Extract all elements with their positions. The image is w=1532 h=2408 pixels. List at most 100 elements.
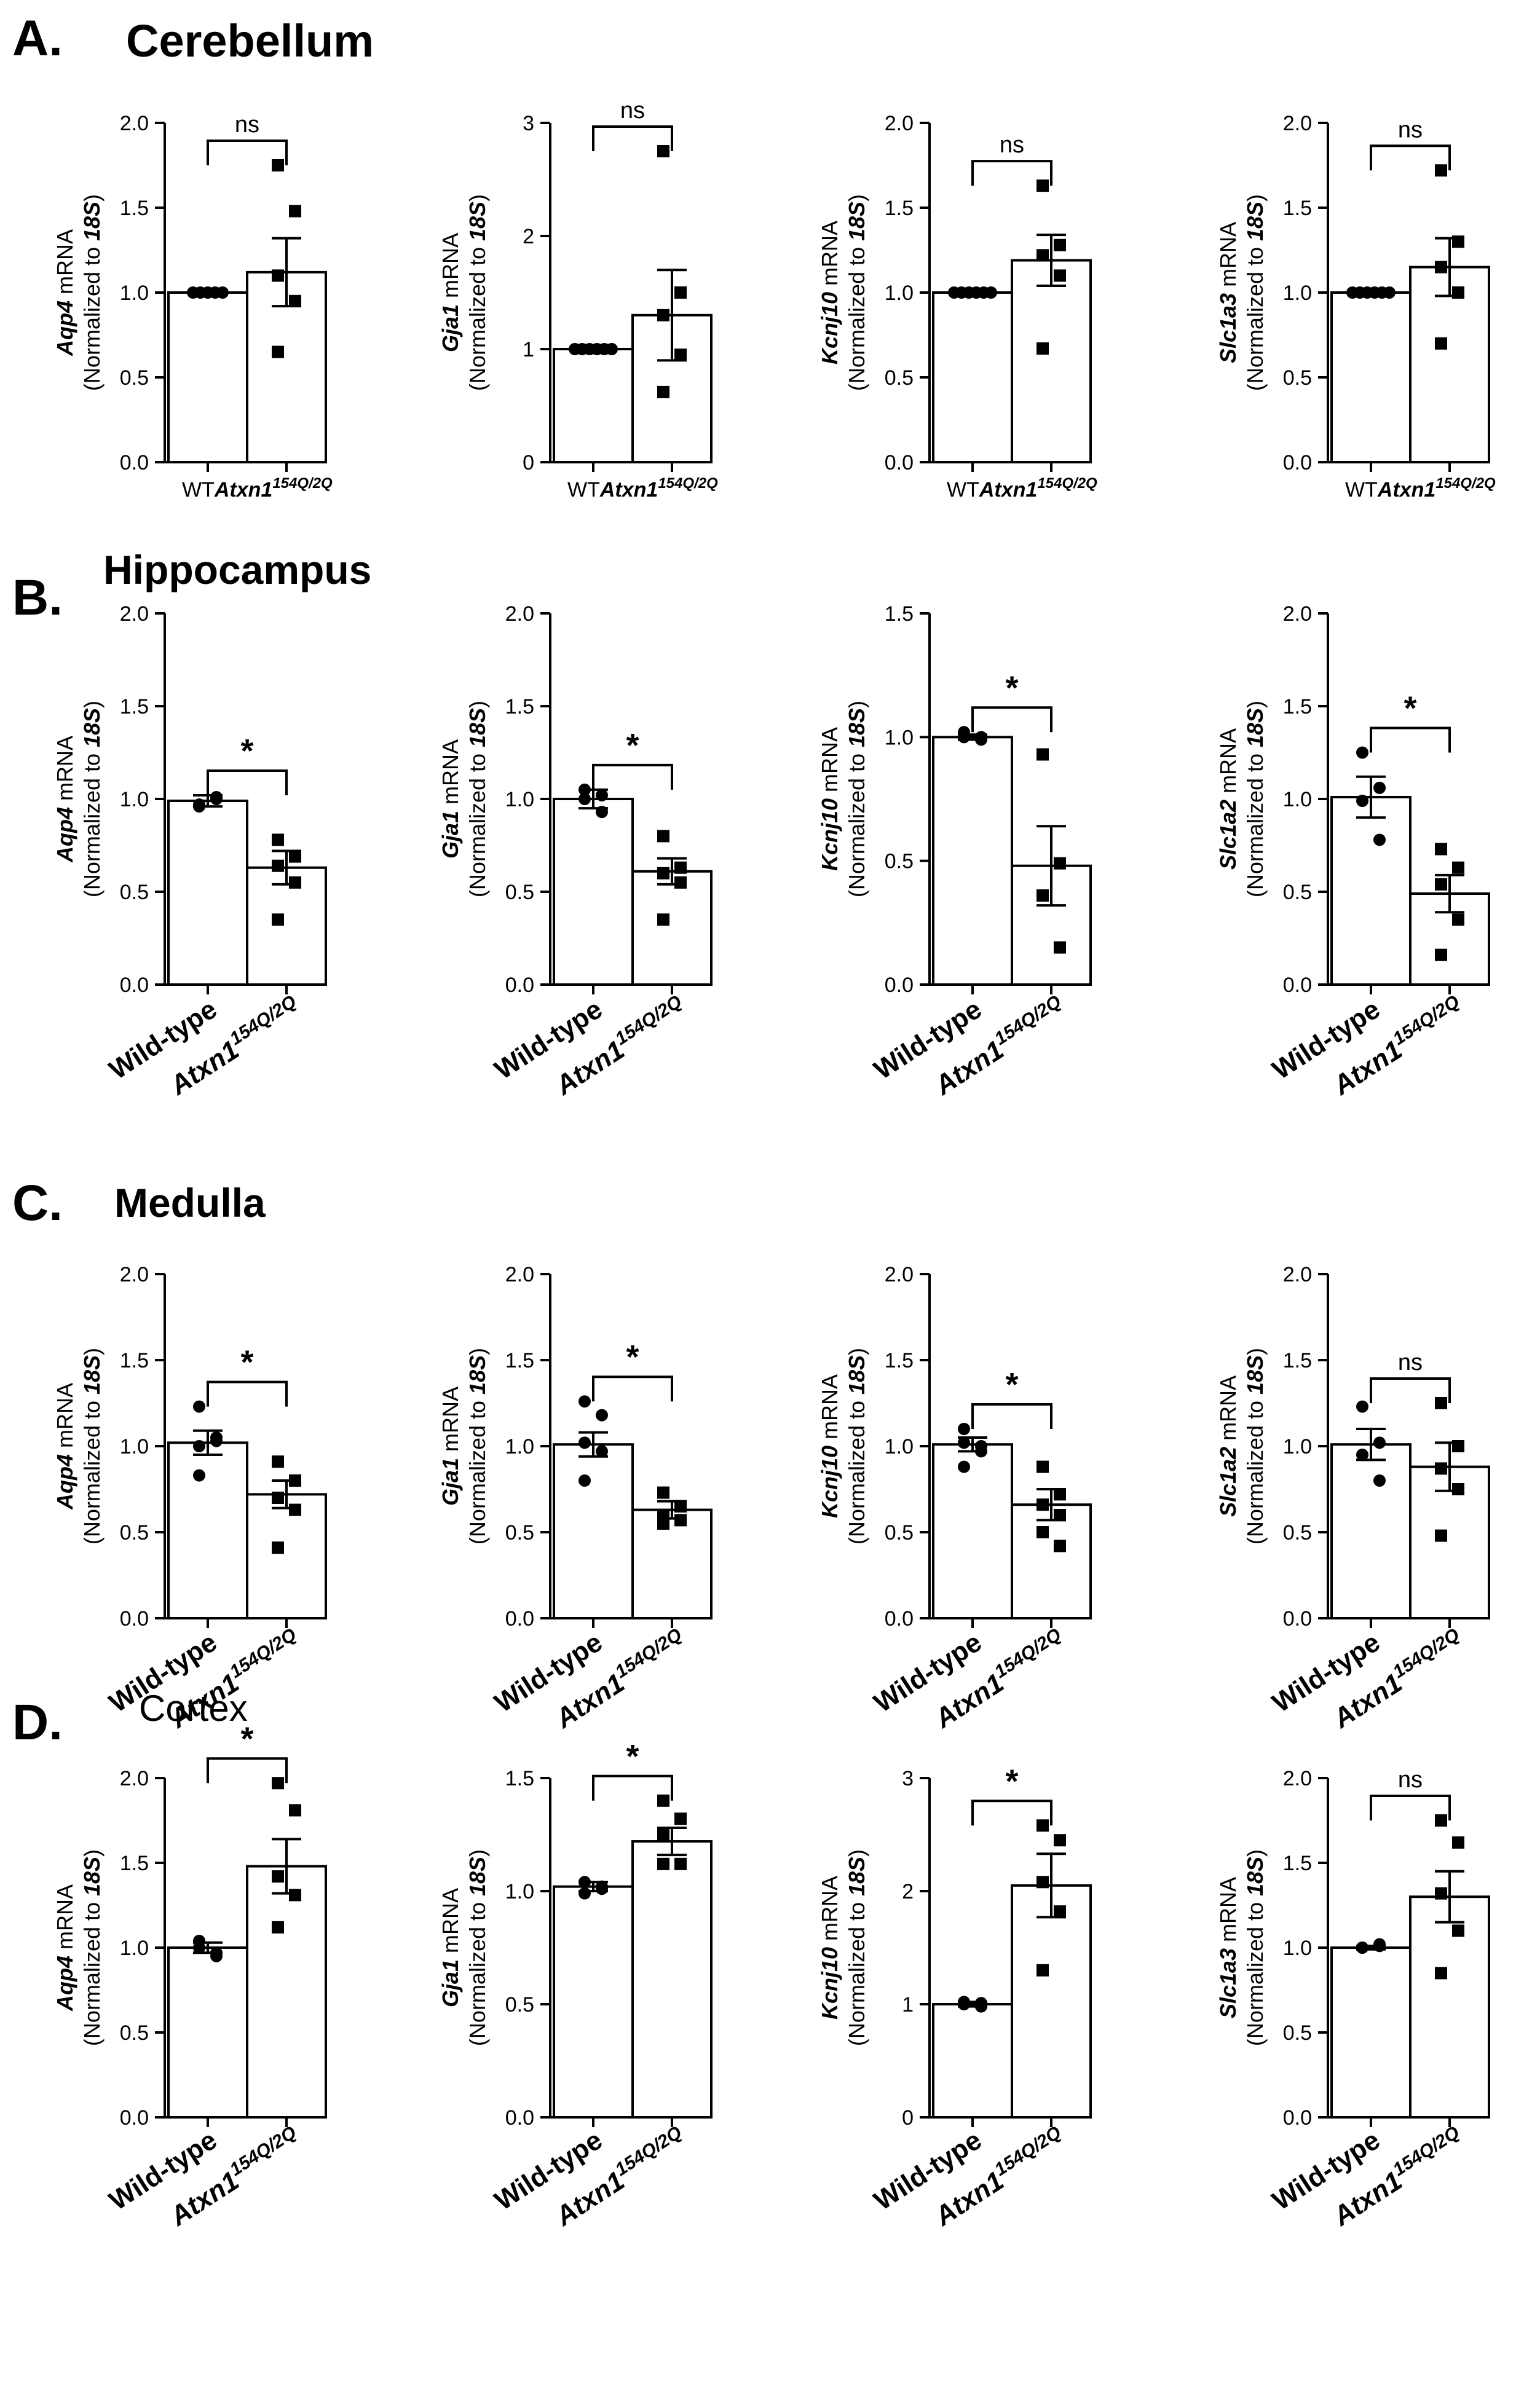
y-axis-label-normalized-ref: 18S [465,202,490,241]
data-point-mutant [1036,1876,1049,1889]
data-point-wt [1356,1400,1368,1413]
y-axis-label-mrna: mRNA [52,1383,77,1454]
y-tick-label: 2.0 [505,602,534,626]
y-tick-label: 0 [523,451,534,474]
data-point-mutant [289,1889,301,1902]
y-axis-label: Kcnj10 mRNA(Normalized to 18S) [817,701,869,897]
data-point-mutant [1435,1887,1447,1900]
data-point-mutant [1452,861,1464,874]
y-tick-label: 0 [902,2106,914,2130]
y-axis-label-gene: Kcnj10 [817,1947,842,2020]
section-a-title: Cerebellum [126,15,374,66]
y-axis-label-mrna: mRNA [438,739,463,811]
chart-panel: 0.0 0.5 1.0 1.5 Gja1 mRNA(Normalized to 18S)… [438,1738,713,2232]
data-point-wt [193,798,205,811]
data-point-mutant [1435,337,1447,350]
y-axis-label-normalized: (Normalized to 18S) [465,1348,490,1544]
y-axis-label-normalized-prefix: (Normalized to [79,1395,105,1544]
data-point-mutant [1036,1964,1049,1977]
data-point-mutant [1452,1924,1464,1937]
bar [1011,259,1092,463]
chart-panel: 0.0 0.5 1.0 1.5 2.0 Aqp4 mRNA(Normalized to 1… [52,1263,327,1734]
y-tick-label: 1.0 [1283,1435,1312,1458]
y-axis-label-mrna: mRNA [817,221,842,292]
data-point-wt [193,1400,205,1413]
data-point-wt [1373,1938,1386,1951]
y-axis-label: Slc1a3 mRNA(Normalized to 18S) [1215,194,1268,391]
section-d-title: Cortex [139,1688,248,1729]
y-tick-label: 0.5 [505,1521,534,1544]
data-point-wt [578,1876,591,1889]
bar [1011,1503,1092,1619]
y-axis-label-normalized: (Normalized to 18S) [844,1348,869,1544]
section-c-header: C. Medulla [12,1175,266,1231]
section-c-title: Medulla [114,1180,266,1226]
y-tick-label: 2.0 [120,1263,149,1286]
x-tick-label-mutant: Atxn1 [979,478,1037,502]
x-tick-label-mutant-sup: 154Q/2Q [612,2122,685,2180]
data-point-wt [958,731,970,744]
data-point-mutant [1036,249,1049,262]
y-axis-label-normalized-ref: 18S [79,708,105,747]
y-tick-label: 1.0 [1283,1937,1312,1960]
bar [1330,291,1412,463]
chart-panel: 0.0 0.5 1.0 1.5 Kcnj10 mRNA(Normalized to 18… [817,602,1092,1101]
y-axis-label-gene: Aqp4 [52,1454,77,1510]
y-tick-label: 1.0 [885,1435,914,1458]
data-point-mutant [1036,1460,1049,1473]
y-tick-label: 1.5 [1283,197,1312,220]
y-tick-label: 0.5 [1283,366,1312,390]
y-axis-label-gene: Gja1 [438,1959,463,2007]
x-tick-label-mutant: Atxn1 [1377,478,1435,502]
y-axis-label-normalized-prefix: (Normalized to [79,1896,105,2046]
y-tick-label: 2.0 [120,112,149,135]
y-axis-label-normalized-prefix: (Normalized to [844,241,869,391]
y-axis-label-normalized-ref: 18S [465,708,490,747]
y-axis-label-gene: Aqp4 [52,807,77,863]
x-tick-label-mutant-sup: 154Q/2Q [1389,991,1463,1049]
x-tick-label-mutant-sup: 154Q/2Q [226,991,300,1049]
data-point-mutant [657,1828,669,1841]
y-axis-label-mrna: mRNA [817,727,842,798]
data-point-mutant [1054,1905,1066,1918]
y-axis-label-normalized-suffix: ) [465,194,490,202]
bar [932,1443,1013,1619]
chart-panel: 0.0 0.5 1.0 1.5 2.0 Aqp4 mRNA(Normalized to 1… [52,602,327,1101]
data-point-mutant [1435,1814,1447,1827]
significance-label: * [240,1344,253,1381]
bar [246,866,327,986]
y-tick-label: 1.5 [120,1852,149,1875]
y-axis-label-mrna: mRNA [1215,1877,1241,1948]
y-axis-label-normalized: (Normalized to 18S) [844,701,869,897]
data-point-mutant [1036,889,1049,902]
data-point-wt [578,1395,591,1408]
y-axis-label-normalized-suffix: ) [79,701,105,708]
data-point-mutant [1054,1834,1066,1847]
y-tick-label: 0.5 [1283,1521,1312,1544]
y-tick-label: 1.5 [120,1349,149,1372]
data-point-mutant [272,1777,284,1790]
data-point-wt [210,793,223,805]
y-axis-label-normalized-ref: 18S [1242,1355,1268,1395]
data-point-mutant [674,1514,687,1527]
y-tick-label: 2.0 [505,1263,534,1286]
data-point-wt [958,1460,970,1473]
data-point-mutant [674,1857,687,1870]
y-axis-label-gene: Gja1 [438,304,463,352]
y-axis-label-normalized-ref: 18S [79,1355,105,1395]
y-axis-label: Aqp4 mRNA(Normalized to 18S) [52,1849,105,2046]
significance-bracket [1370,1795,1451,1820]
y-axis-label-normalized-suffix: ) [465,1348,490,1355]
y-axis-label-normalized: (Normalized to 18S) [79,194,105,391]
chart-panel: 0.0 0.5 1.0 1.5 2.0 Gja1 mRNA(Normalized to 1… [438,1263,713,1734]
y-axis-label-normalized-prefix: (Normalized to [465,1896,490,2046]
significance-bracket [592,125,673,151]
y-tick-label: 0.0 [1283,2106,1312,2130]
data-point-mutant [289,205,301,218]
chart-panel: 0.0 0.5 1.0 1.5 2.0 Kcnj10 mRNA(Normalized to… [817,1263,1092,1734]
data-point-mutant [272,913,284,926]
data-point-mutant [674,1500,687,1513]
y-axis-label-mrna: mRNA [1215,728,1241,800]
y-tick-label: 2 [902,1880,914,1903]
bar [1330,1946,1412,2119]
